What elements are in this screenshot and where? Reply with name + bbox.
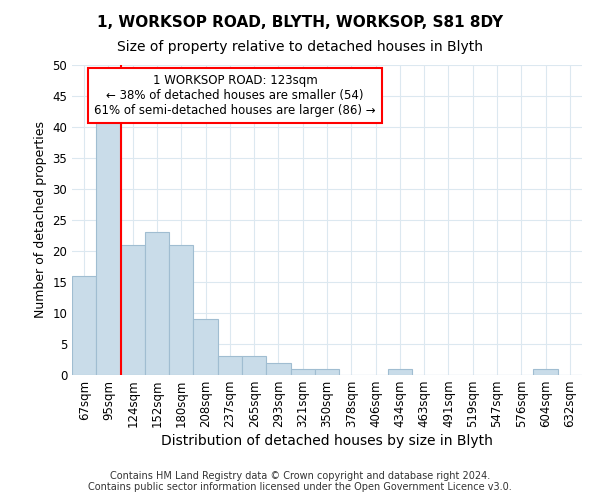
Bar xyxy=(145,232,169,375)
Y-axis label: Number of detached properties: Number of detached properties xyxy=(34,122,47,318)
Text: Contains HM Land Registry data © Crown copyright and database right 2024.
Contai: Contains HM Land Registry data © Crown c… xyxy=(88,471,512,492)
Bar xyxy=(242,356,266,375)
Text: 1, WORKSOP ROAD, BLYTH, WORKSOP, S81 8DY: 1, WORKSOP ROAD, BLYTH, WORKSOP, S81 8DY xyxy=(97,15,503,30)
Text: 1 WORKSOP ROAD: 123sqm
← 38% of detached houses are smaller (54)
61% of semi-det: 1 WORKSOP ROAD: 123sqm ← 38% of detached… xyxy=(94,74,376,118)
Text: Size of property relative to detached houses in Blyth: Size of property relative to detached ho… xyxy=(117,40,483,54)
Bar xyxy=(266,362,290,375)
Bar xyxy=(315,369,339,375)
Bar xyxy=(121,245,145,375)
Bar xyxy=(388,369,412,375)
Bar xyxy=(169,245,193,375)
X-axis label: Distribution of detached houses by size in Blyth: Distribution of detached houses by size … xyxy=(161,434,493,448)
Bar xyxy=(290,369,315,375)
Bar xyxy=(72,276,96,375)
Bar xyxy=(533,369,558,375)
Bar xyxy=(193,319,218,375)
Bar xyxy=(96,121,121,375)
Bar xyxy=(218,356,242,375)
